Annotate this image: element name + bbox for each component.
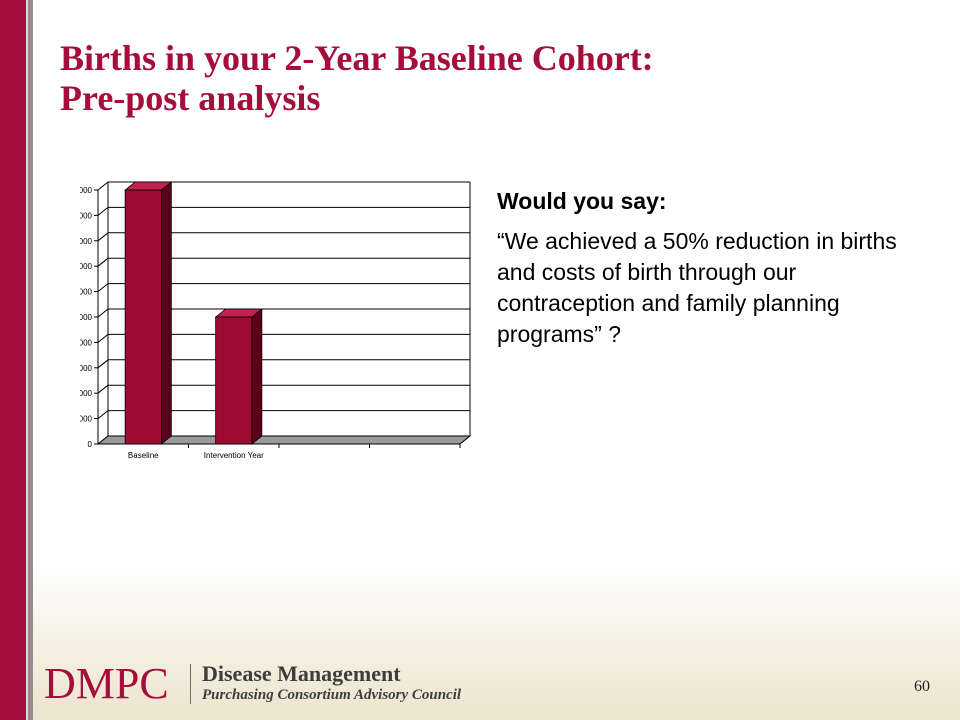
gridline-side xyxy=(97,283,109,292)
left-accent-bar xyxy=(0,0,26,720)
y-tick-label: 8000 xyxy=(80,237,93,246)
bar xyxy=(215,316,253,445)
slide-title-line2: Pre-post analysis xyxy=(60,78,321,118)
left-divider-dark xyxy=(28,0,33,720)
gridline-side xyxy=(97,359,109,369)
y-tick-label: 3000 xyxy=(80,364,93,373)
logo-separator xyxy=(190,664,191,704)
y-tick-label: 9000 xyxy=(80,211,93,220)
gridline-side xyxy=(97,257,109,267)
logo-mark: DMPC xyxy=(44,659,169,708)
bar-chart: 0 1000 2000 3000 4000 5000 6000 7000 8000 9000 100… xyxy=(80,181,472,460)
slide-title: Births in your 2-Year Baseline Cohort: P… xyxy=(60,38,920,118)
logo-line1: Disease Management xyxy=(202,661,401,686)
y-tick-label: 1000 xyxy=(80,415,93,424)
y-tick-label: 7000 xyxy=(80,262,93,271)
slide-title-line1: Births in your 2-Year Baseline Cohort: xyxy=(60,38,654,78)
gridline-side xyxy=(97,384,109,394)
question-text: Would you say: xyxy=(497,188,667,214)
gridline-side xyxy=(97,308,109,318)
gridline-side xyxy=(97,181,109,191)
footer-gradient xyxy=(33,560,960,720)
bar-side xyxy=(251,308,263,445)
y-tick-label: 4000 xyxy=(80,338,93,347)
left-divider-light xyxy=(26,0,28,720)
quote-text: “We achieved a 50% reduction in births a… xyxy=(497,228,897,347)
x-tick-label: Baseline xyxy=(128,451,159,460)
gridline-side xyxy=(97,334,109,343)
y-tick-label: 6000 xyxy=(80,288,93,297)
bar-side xyxy=(160,181,172,445)
gridline-side xyxy=(97,232,109,242)
gridline-side xyxy=(97,207,109,216)
question-block: Would you say: “We achieved a 50% reduct… xyxy=(497,186,917,350)
gridline-side xyxy=(97,410,109,419)
y-tick-label: 10000 xyxy=(80,186,93,195)
y-tick-label: 2000 xyxy=(80,389,93,398)
page-number: 60 xyxy=(914,678,930,695)
bar xyxy=(124,189,162,445)
y-tick-label: 0 xyxy=(88,440,93,449)
y-tick-label: 5000 xyxy=(80,313,93,322)
logo-line2: Purchasing Consortium Advisory Council xyxy=(202,687,462,703)
x-tick-label: Intervention Year xyxy=(204,451,264,460)
